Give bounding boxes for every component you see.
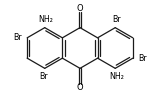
Text: NH₂: NH₂ bbox=[38, 15, 53, 24]
Text: Br: Br bbox=[138, 54, 147, 63]
Text: Br: Br bbox=[13, 33, 22, 42]
Text: NH₂: NH₂ bbox=[109, 72, 124, 81]
Text: Br: Br bbox=[40, 72, 48, 81]
Text: Br: Br bbox=[112, 15, 120, 24]
Text: O: O bbox=[77, 4, 83, 13]
Text: O: O bbox=[77, 83, 83, 92]
